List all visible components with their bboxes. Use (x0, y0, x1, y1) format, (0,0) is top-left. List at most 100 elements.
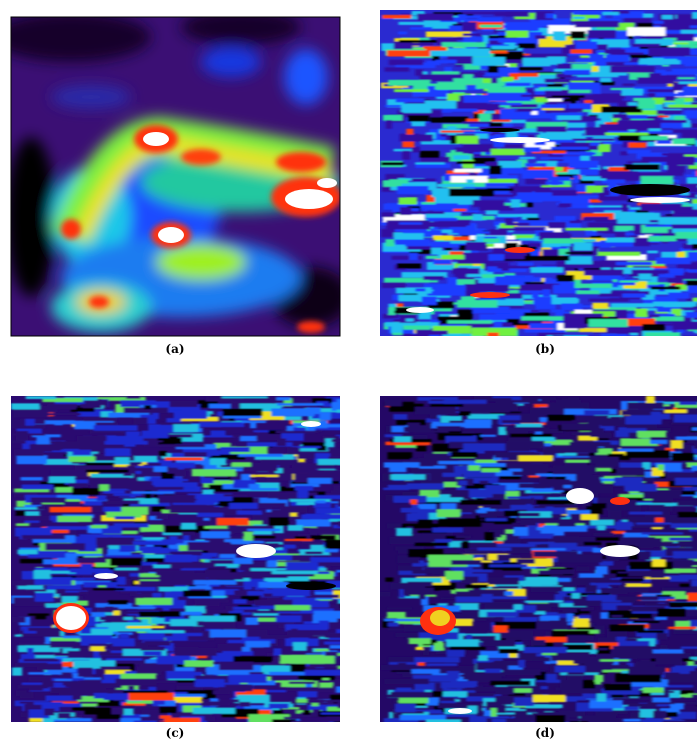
texture-cell (671, 423, 697, 425)
texture-cell (614, 268, 654, 270)
texture-cell (666, 157, 695, 166)
texture-cell (79, 591, 89, 594)
texture-cell (98, 585, 106, 587)
texture-cell (472, 57, 506, 66)
texture-cell (622, 294, 646, 298)
panel-c (11, 396, 380, 730)
texture-cell (690, 671, 697, 675)
texture-cell (259, 582, 288, 588)
texture-cell (306, 595, 339, 598)
texture-cell (583, 680, 596, 688)
hot-spot (448, 708, 472, 714)
texture-cell (553, 286, 566, 293)
texture-cell (491, 46, 515, 50)
texture-cell (197, 621, 204, 625)
texture-cell (212, 596, 227, 598)
texture-cell (584, 270, 624, 276)
texture-cell (656, 257, 691, 264)
texture-cell (86, 470, 129, 473)
texture-cell (69, 483, 88, 487)
texture-cell (204, 716, 215, 721)
texture-cell (286, 562, 319, 571)
texture-cell (141, 487, 184, 490)
texture-cell (616, 596, 658, 600)
texture-cell (655, 617, 667, 620)
texture-cell (26, 396, 56, 399)
texture-cell (67, 651, 93, 658)
texture-cell (328, 622, 354, 628)
texture-cell (593, 86, 601, 94)
texture-cell (516, 235, 534, 238)
texture-cell (442, 434, 473, 436)
texture-cell (555, 468, 566, 470)
texture-cell (558, 554, 603, 562)
texture-cell (615, 226, 634, 231)
texture-cell (297, 502, 315, 505)
texture-cell (637, 270, 669, 274)
texture-cell (685, 312, 697, 318)
texture-cell (404, 588, 434, 595)
texture-cell (399, 295, 425, 302)
texture-cell (552, 537, 579, 541)
texture-cell (580, 156, 589, 161)
texture-cell (655, 518, 663, 523)
texture-cell (243, 609, 256, 612)
texture-cell (480, 25, 502, 28)
texture-cell (316, 500, 326, 503)
texture-cell (335, 661, 358, 666)
texture-cell (275, 605, 310, 610)
texture-cell (169, 463, 191, 468)
texture-cell (181, 523, 196, 530)
texture-cell (160, 444, 205, 447)
texture-cell (640, 204, 682, 211)
texture-cell (70, 568, 109, 572)
caption: (a) (165, 342, 184, 356)
texture-cell (411, 513, 419, 516)
texture-cell (518, 660, 525, 668)
texture-cell (600, 78, 612, 82)
texture-cell (298, 691, 317, 697)
texture-cell (449, 251, 464, 254)
texture-cell (514, 697, 534, 706)
texture-cell (233, 558, 252, 564)
texture-cell (627, 403, 664, 410)
texture-cell (244, 630, 268, 637)
texture-cell (595, 580, 625, 583)
texture-cell (478, 655, 488, 661)
texture-cell (331, 439, 358, 442)
texture-cell (633, 238, 650, 246)
texture-cell (44, 709, 54, 716)
texture-cell (590, 236, 601, 238)
texture-cell (223, 409, 263, 416)
texture-cell (535, 431, 542, 434)
texture-cell (565, 228, 607, 231)
texture-cell (112, 638, 135, 646)
texture-cell (202, 553, 218, 557)
texture-cell (20, 692, 34, 698)
texture-cell (679, 491, 696, 495)
texture-cell (569, 721, 588, 727)
texture-cell (514, 527, 528, 536)
texture-cell (397, 264, 421, 269)
texture-cell (184, 615, 190, 618)
texture-cell (222, 396, 268, 398)
texture-cell (295, 536, 307, 539)
texture-cell (305, 600, 319, 605)
texture-cell (645, 603, 669, 606)
hot-spot (566, 488, 594, 504)
texture-cell (284, 722, 330, 730)
texture-cell (427, 291, 466, 295)
texture-cell (603, 12, 619, 15)
texture-cell (330, 553, 351, 557)
texture-cell (656, 75, 678, 79)
texture-cell (241, 474, 250, 480)
texture-cell (119, 545, 136, 552)
texture-cell (494, 625, 508, 632)
texture-cell (29, 686, 44, 691)
texture-cell (571, 635, 594, 640)
texture-cell (492, 587, 498, 589)
texture-cell (382, 282, 406, 288)
texture-cell (386, 666, 430, 669)
texture-cell (570, 31, 585, 38)
texture-cell (240, 436, 258, 441)
